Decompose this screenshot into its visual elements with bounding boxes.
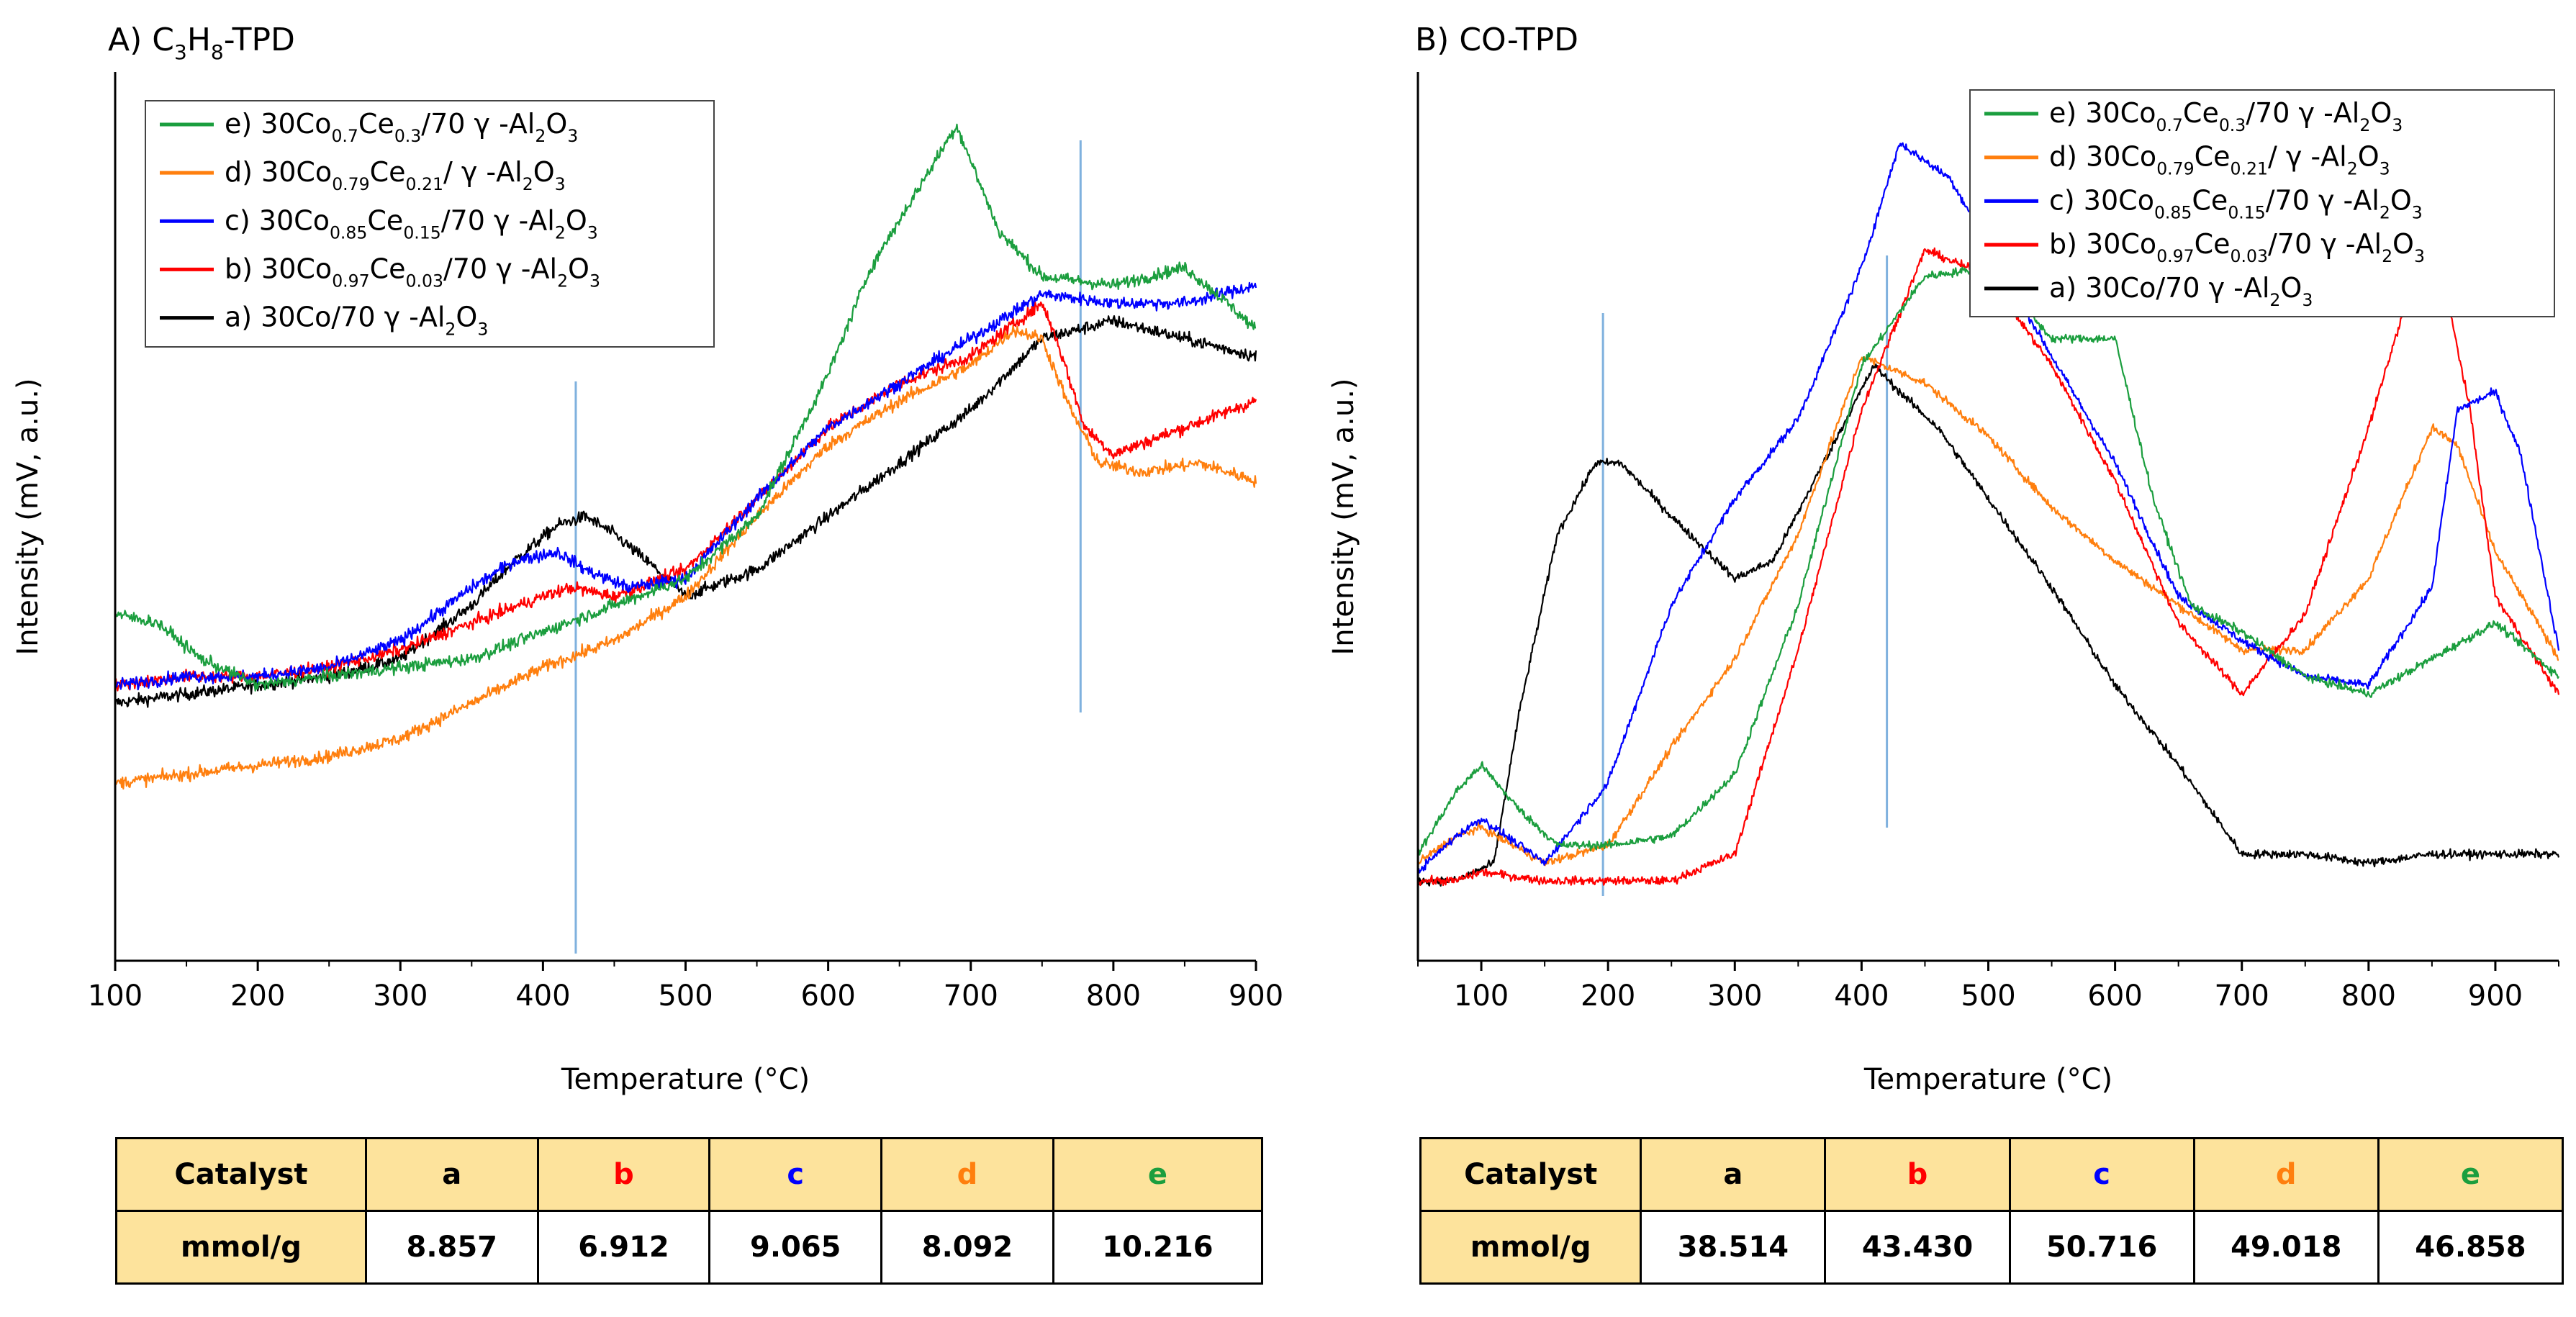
x-tick-label: 300 — [373, 979, 428, 1013]
x-axis-title: Temperature (°C) — [1863, 1063, 2112, 1096]
x-axis-title: Temperature (°C) — [561, 1063, 810, 1096]
series-line-e — [114, 123, 1257, 692]
legend-label-e: e) 30Co0.7Ce0.3/70 γ -Al2O3 — [225, 108, 578, 146]
table-a-row-label: mmol/g — [115, 1210, 367, 1285]
x-tick-label: 800 — [2341, 979, 2396, 1013]
series-line-c — [114, 281, 1257, 691]
legend-box — [145, 100, 715, 348]
table-a-value-b: 6.912 — [536, 1210, 711, 1285]
y-axis-title: Intensity (mV, a.u.) — [1327, 378, 1360, 655]
table-b: Catalyst a b c d e mmol/g 38.514 43.430 … — [1419, 1137, 2564, 1285]
table-a-value-d: 8.092 — [880, 1210, 1054, 1285]
x-tick-label: 400 — [1834, 979, 1889, 1013]
x-tick-label: 600 — [800, 979, 855, 1013]
table-b-value-d: 49.018 — [2192, 1210, 2380, 1285]
x-tick-label: 900 — [1229, 979, 1283, 1013]
x-tick-label: 800 — [1086, 979, 1141, 1013]
panel-b-title: B) CO-TPD — [1415, 22, 1578, 58]
x-tick-label: 200 — [230, 979, 285, 1013]
series-line-e — [1416, 263, 2559, 856]
legend-label-b: b) 30Co0.97Ce0.03/70 γ -Al2O3 — [225, 253, 600, 291]
legend-label-b: b) 30Co0.97Ce0.03/70 γ -Al2O3 — [2049, 228, 2425, 266]
table-a-value-e: 10.216 — [1052, 1210, 1264, 1285]
y-axis-title: Intensity (mV, a.u.) — [12, 378, 45, 655]
table-b-value-b: 43.430 — [1824, 1210, 2011, 1285]
x-tick-label: 700 — [2215, 979, 2269, 1013]
x-tick-label: 600 — [2087, 979, 2142, 1013]
table-b-value-row: mmol/g 38.514 43.430 50.716 49.018 46.85… — [1419, 1210, 2564, 1285]
series-line-d — [114, 325, 1257, 790]
table-b-header-label: Catalyst — [1419, 1137, 1642, 1212]
legend-label-c: c) 30Co0.85Ce0.15/70 γ -Al2O3 — [225, 204, 598, 243]
x-tick-label: 200 — [1581, 979, 1635, 1013]
series-line-b — [1416, 237, 2560, 887]
table-b-value-e: 46.858 — [2377, 1210, 2564, 1285]
x-tick-label: 500 — [1961, 979, 2015, 1013]
legend-label-a: a) 30Co/70 γ -Al2O3 — [2049, 272, 2313, 310]
series-line-b — [114, 301, 1257, 692]
legend-label-c: c) 30Co0.85Ce0.15/70 γ -Al2O3 — [2049, 184, 2423, 222]
panel-a-title: A) C3H8-TPD — [108, 22, 295, 64]
table-b-value-c: 50.716 — [2008, 1210, 2195, 1285]
series-line-d — [1416, 356, 2559, 866]
x-tick-label: 900 — [2468, 979, 2523, 1013]
table-b-key-a: a — [1640, 1137, 1827, 1212]
series-line-a — [1416, 363, 2560, 887]
table-a-key-a: a — [364, 1137, 539, 1212]
legend-box — [1969, 89, 2555, 317]
table-b-key-c: c — [2008, 1137, 2195, 1212]
table-a-value-a: 8.857 — [364, 1210, 539, 1285]
x-tick-label: 500 — [658, 979, 713, 1013]
table-a-key-b: b — [536, 1137, 711, 1212]
table-a-key-d: d — [880, 1137, 1054, 1212]
legend-label-a: a) 30Co/70 γ -Al2O3 — [225, 302, 488, 340]
legend-label-e: e) 30Co0.7Ce0.3/70 γ -Al2O3 — [2049, 97, 2403, 135]
table-b-key-d: d — [2192, 1137, 2380, 1212]
x-tick-label: 300 — [1707, 979, 1762, 1013]
legend-label-d: d) 30Co0.79Ce0.21/ γ -Al2O3 — [225, 156, 566, 194]
table-a-value-row: mmol/g 8.857 6.912 9.065 8.092 10.216 — [115, 1210, 1264, 1285]
x-tick-label: 400 — [515, 979, 570, 1013]
table-b-row-label: mmol/g — [1419, 1210, 1642, 1285]
series-line-a — [114, 314, 1257, 708]
x-tick-label: 700 — [944, 979, 998, 1013]
table-b-key-b: b — [1824, 1137, 2011, 1212]
panel-b-chart: B) CO-TPD 100 200 300 400 500 600 700 800 900 Temp… — [1327, 22, 2560, 1096]
legend-label-d: d) 30Co0.79Ce0.21/ γ -Al2O3 — [2049, 141, 2390, 179]
table-b-key-e: e — [2377, 1137, 2564, 1212]
panel-a-chart: A) C3H8-TPD 100 200 300 400 500 600 700 800 900 Te… — [12, 22, 1283, 1096]
table-a-value-c: 9.065 — [708, 1210, 883, 1285]
table-b-header-row: Catalyst a b c d e — [1419, 1137, 2564, 1212]
x-tick-label: 100 — [1454, 979, 1509, 1013]
x-tick-label: 100 — [88, 979, 143, 1013]
table-a-header-label: Catalyst — [115, 1137, 367, 1212]
table-b-value-a: 38.514 — [1640, 1210, 1827, 1285]
table-a-header-row: Catalyst a b c d e — [115, 1137, 1264, 1212]
table-a: Catalyst a b c d e mmol/g 8.857 6.912 9.… — [115, 1137, 1264, 1285]
table-a-key-e: e — [1052, 1137, 1264, 1212]
table-a-key-c: c — [708, 1137, 883, 1212]
